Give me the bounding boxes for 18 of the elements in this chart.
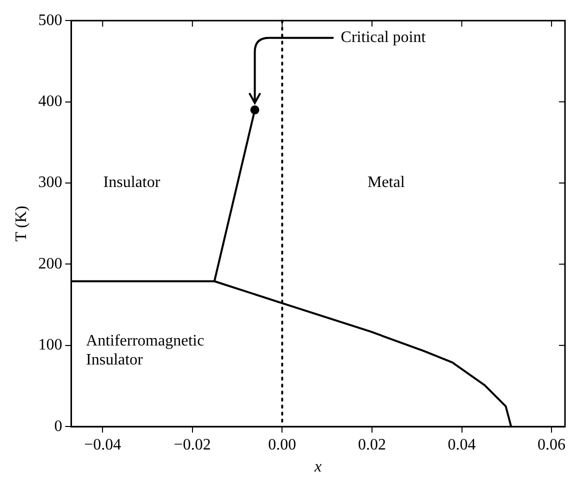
x-tick-label: 0.00 xyxy=(268,436,296,454)
annotation: Critical point xyxy=(340,29,426,46)
y-tick-label: 100 xyxy=(38,336,62,354)
x-tick-label: 0.04 xyxy=(448,436,476,454)
x-tick-label: 0.06 xyxy=(538,436,566,454)
y-tick-label: 0 xyxy=(54,418,62,435)
y-tick-label: 400 xyxy=(38,93,62,110)
y-tick-label: 300 xyxy=(38,174,62,192)
annotation: Insulator xyxy=(103,174,161,192)
x-tick-label: −0.02 xyxy=(174,436,211,454)
y-axis-title: T (K) xyxy=(12,206,30,242)
annotation: Antiferromagnetic Insulator xyxy=(86,332,204,369)
x-tick-label: 0.02 xyxy=(358,436,386,454)
y-tick-label: 500 xyxy=(38,12,62,29)
x-axis-title: x xyxy=(314,458,322,476)
y-tick-label: 200 xyxy=(38,255,62,272)
annotation: Metal xyxy=(367,174,406,192)
x-tick-label: −0.04 xyxy=(84,436,122,454)
